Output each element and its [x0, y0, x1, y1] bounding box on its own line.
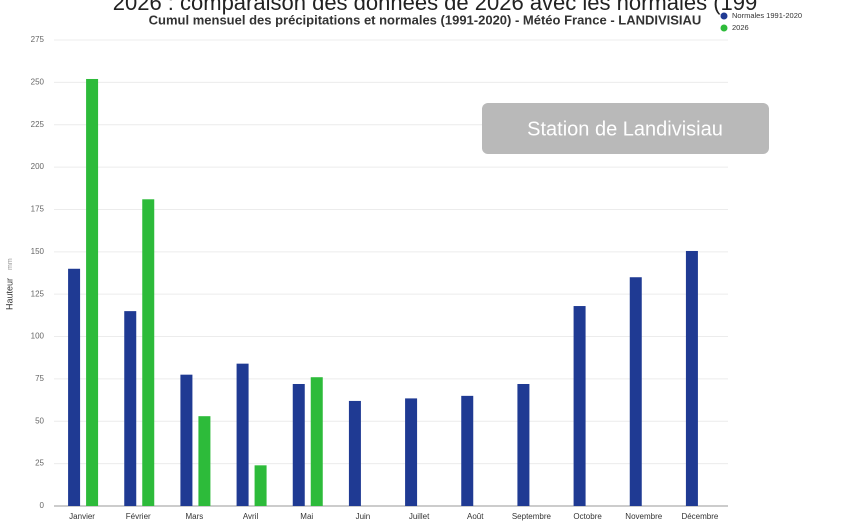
overlay-box: [482, 103, 769, 154]
y-tick-label: 275: [31, 35, 45, 44]
y-label: Hauteur: [4, 278, 14, 310]
x-tick-label: Juin: [356, 512, 371, 521]
y-tick-label: 125: [31, 289, 45, 298]
x-tick-label: Août: [467, 512, 484, 521]
x-tick-label: Mars: [186, 512, 204, 521]
y-tick-label: 200: [31, 162, 45, 171]
x-tick-label: Janvier: [69, 512, 95, 521]
bar: [629, 277, 642, 506]
y-tick-label: 50: [35, 416, 44, 425]
y-tick-label: 25: [35, 459, 44, 468]
bar: [180, 374, 193, 506]
x-tick-label: Décembre: [681, 512, 718, 521]
bar: [310, 377, 323, 506]
overlay-text: Station de Landivisiau: [527, 118, 723, 140]
x-tick-label: Mai: [300, 512, 313, 521]
chart-title: Cumul mensuel des précipitations et norm…: [149, 12, 702, 27]
bar: [254, 465, 267, 506]
x-tick-label: Février: [126, 512, 151, 521]
y-tick-label: 175: [31, 205, 45, 214]
legend-label: Normales 1991-2020: [732, 11, 802, 20]
y-tick-label: 150: [31, 247, 45, 256]
bar: [86, 78, 99, 506]
x-tick-label: Juillet: [409, 512, 430, 521]
x-tick-label: Avril: [243, 512, 259, 521]
page-heading: 2026 : comparaison des données de 2026 a…: [113, 0, 758, 15]
y-tick-label: 75: [35, 374, 44, 383]
bar: [573, 306, 586, 506]
y-unit: mm: [7, 258, 14, 270]
legend-marker: [720, 24, 728, 32]
y-tick-label: 250: [31, 77, 45, 86]
x-tick-label: Novembre: [625, 512, 662, 521]
y-tick-label: 225: [31, 120, 45, 129]
y-axis-title: Hauteur mm: [4, 258, 14, 310]
bar: [348, 400, 361, 506]
y-tick-label: 0: [40, 501, 45, 510]
bar: [68, 268, 81, 506]
bar: [142, 199, 155, 506]
bar: [517, 383, 530, 506]
bar: [236, 363, 249, 506]
x-tick-label: Octobre: [573, 512, 602, 521]
bar: [292, 383, 305, 506]
bar: [461, 395, 474, 506]
legend-marker: [720, 12, 728, 20]
x-tick-label: Septembre: [512, 512, 552, 521]
bar: [685, 250, 698, 506]
legend-label: 2026: [732, 23, 749, 32]
y-tick-label: 100: [31, 332, 45, 341]
bar: [124, 311, 137, 506]
bar: [405, 398, 418, 506]
bar: [198, 416, 211, 506]
